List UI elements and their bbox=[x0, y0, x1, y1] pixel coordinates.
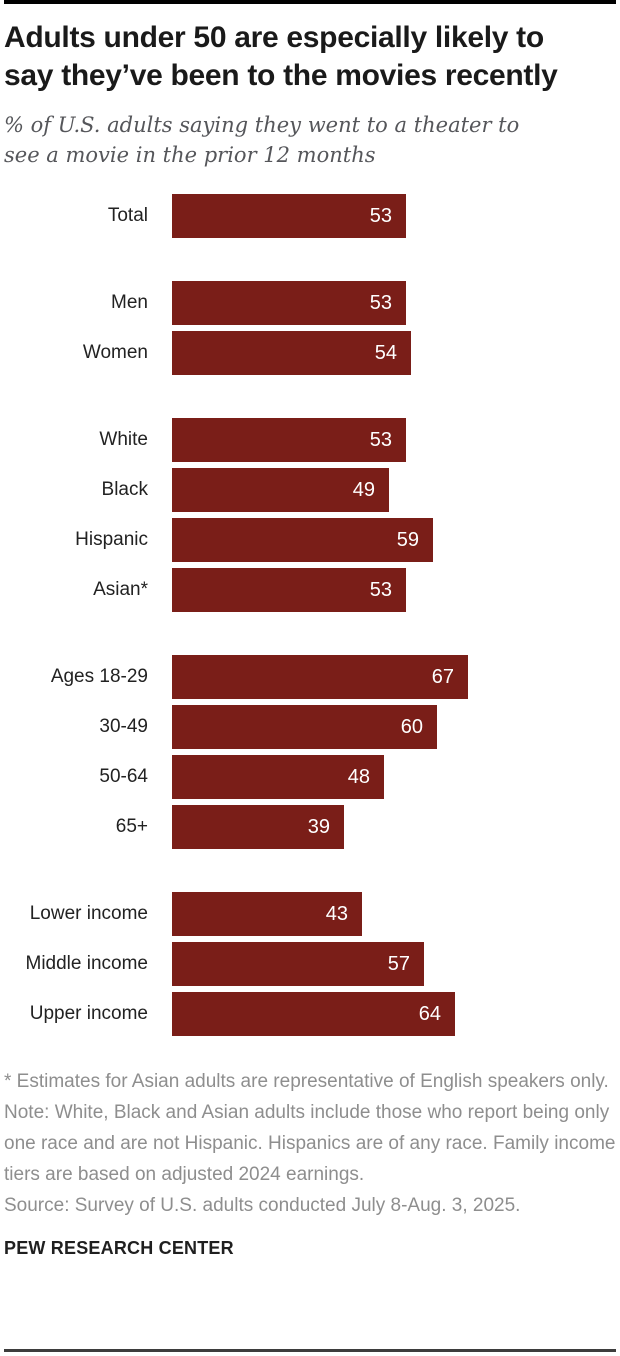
bar: 67 bbox=[172, 655, 468, 699]
bar-value-label: 53 bbox=[369, 578, 392, 601]
bar-row: Black 49 bbox=[4, 468, 616, 512]
bar-chart: Total 53 Men 53 Women 54 White 53 Black 49 Hispani… bbox=[4, 194, 616, 1036]
category-label: Total bbox=[107, 205, 148, 226]
bar-value-label: 49 bbox=[352, 478, 375, 501]
category-label: Black bbox=[101, 479, 148, 500]
footnotes: * Estimates for Asian adults are represe… bbox=[4, 1066, 616, 1221]
bar-group-total: Total 53 bbox=[4, 194, 616, 238]
category-label: Women bbox=[82, 342, 148, 363]
bar-value-label: 53 bbox=[369, 291, 392, 314]
category-label: 30-49 bbox=[99, 716, 148, 737]
footnote-source: Source: Survey of U.S. adults conducted … bbox=[4, 1195, 521, 1216]
footnote-note: Note: White, Black and Asian adults incl… bbox=[4, 1102, 616, 1185]
bottom-rule bbox=[4, 1349, 616, 1352]
chart-subtitle-line-1: % of U.S. adults saying they went to a t… bbox=[4, 113, 520, 137]
bar-group-income: Lower income 43 Middle income 57 Upper incom… bbox=[4, 892, 616, 1036]
pew-research-center-wordmark: PEW RESEARCH CENTER bbox=[4, 1238, 234, 1258]
bar: 59 bbox=[172, 518, 433, 562]
bar-value-label: 48 bbox=[347, 765, 370, 788]
bar: 48 bbox=[172, 755, 384, 799]
footnote-asterisk: * Estimates for Asian adults are represe… bbox=[4, 1071, 609, 1092]
bar-value-label: 39 bbox=[307, 815, 330, 838]
bar-value-label: 60 bbox=[400, 715, 423, 738]
bar-row: Total 53 bbox=[4, 194, 616, 238]
category-label: 50-64 bbox=[99, 766, 148, 787]
bar: 43 bbox=[172, 892, 362, 936]
bar-row: Asian* 53 bbox=[4, 568, 616, 612]
bar-row: Lower income 43 bbox=[4, 892, 616, 936]
category-label: 65+ bbox=[115, 816, 148, 837]
chart-subtitle: % of U.S. adults saying they went to a t… bbox=[4, 110, 616, 170]
category-label: Asian* bbox=[93, 579, 148, 600]
bar-row: Hispanic 59 bbox=[4, 518, 616, 562]
bar-value-label: 43 bbox=[325, 902, 348, 925]
bar-row: 30-49 60 bbox=[4, 705, 616, 749]
bar-value-label: 53 bbox=[369, 204, 392, 227]
chart-title-line-2: say they’ve been to the movies recently bbox=[4, 59, 558, 92]
bar-group-race-ethnicity: White 53 Black 49 Hispanic 59 Asian* 53 bbox=[4, 418, 616, 612]
bar-row: 65+ 39 bbox=[4, 805, 616, 849]
chart-subtitle-line-2: see a movie in the prior 12 months bbox=[4, 143, 376, 167]
chart-title: Adults under 50 are especially likely to… bbox=[4, 19, 616, 95]
bar: 54 bbox=[172, 331, 411, 375]
bar: 39 bbox=[172, 805, 344, 849]
bar-row: Middle income 57 bbox=[4, 942, 616, 986]
bar: 60 bbox=[172, 705, 437, 749]
category-label: Ages 18-29 bbox=[50, 666, 148, 687]
bar: 53 bbox=[172, 194, 406, 238]
bar-row: White 53 bbox=[4, 418, 616, 462]
bar-value-label: 53 bbox=[369, 428, 392, 451]
bar-value-label: 67 bbox=[431, 665, 454, 688]
category-label: Hispanic bbox=[75, 529, 148, 550]
bar-value-label: 57 bbox=[387, 952, 410, 975]
bar: 57 bbox=[172, 942, 424, 986]
category-label: Men bbox=[111, 292, 148, 313]
bar-row: Men 53 bbox=[4, 281, 616, 325]
bar: 49 bbox=[172, 468, 389, 512]
bar: 53 bbox=[172, 568, 406, 612]
bar-row: 50-64 48 bbox=[4, 755, 616, 799]
bar-group-gender: Men 53 Women 54 bbox=[4, 281, 616, 375]
bar-value-label: 54 bbox=[374, 341, 397, 364]
bar-row: Ages 18-29 67 bbox=[4, 655, 616, 699]
chart-title-line-1: Adults under 50 are especially likely to bbox=[4, 21, 544, 54]
bar-group-age: Ages 18-29 67 30-49 60 50-64 48 65+ 39 bbox=[4, 655, 616, 849]
category-label: Lower income bbox=[29, 903, 148, 924]
category-label: Middle income bbox=[25, 953, 149, 974]
bar-row: Women 54 bbox=[4, 331, 616, 375]
category-label: White bbox=[99, 429, 148, 450]
bar: 53 bbox=[172, 418, 406, 462]
bar-value-label: 59 bbox=[396, 528, 419, 551]
category-label: Upper income bbox=[29, 1003, 148, 1024]
bar: 64 bbox=[172, 992, 455, 1036]
top-rule bbox=[4, 0, 616, 4]
bar-value-label: 64 bbox=[418, 1002, 441, 1025]
bar: 53 bbox=[172, 281, 406, 325]
bar-row: Upper income 64 bbox=[4, 992, 616, 1036]
